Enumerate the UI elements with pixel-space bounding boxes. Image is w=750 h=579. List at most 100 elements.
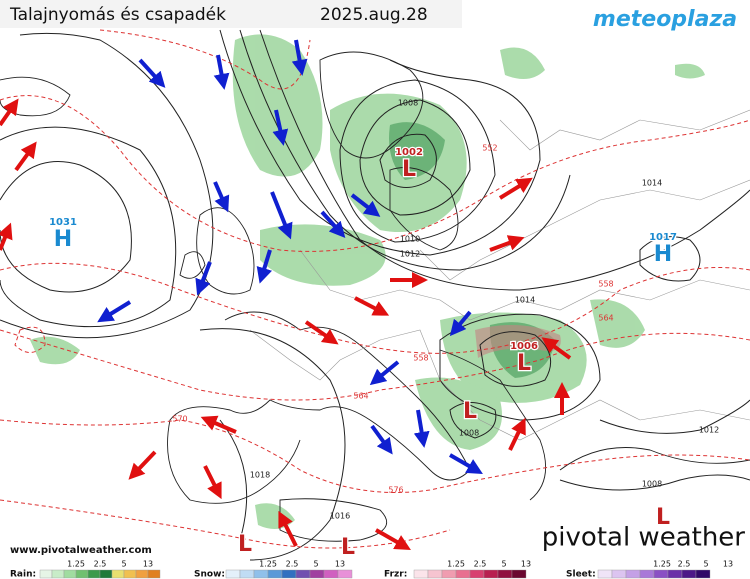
wind-arrow [256, 249, 272, 284]
isobar [219, 29, 541, 256]
rain-area [30, 336, 80, 365]
isobar [239, 29, 571, 271]
swatch [611, 569, 627, 579]
swatch [469, 569, 485, 579]
country-border [419, 179, 750, 281]
legend-name: Sleet: [566, 570, 596, 579]
legend-tick: 13 [143, 560, 153, 569]
wind-arrow [498, 177, 533, 200]
thickness-line [0, 419, 750, 493]
swatch [309, 569, 325, 579]
wind-arrow [278, 510, 298, 547]
swatch [597, 569, 613, 579]
isobar [339, 79, 496, 243]
wind-arrow [320, 210, 346, 238]
isobar-label: 1008 [398, 99, 418, 108]
pressure-center: L [656, 505, 670, 530]
pressure-value: 1002 [395, 147, 423, 158]
pressure-center: L [238, 532, 252, 557]
isobars [0, 29, 750, 561]
rain-area [260, 224, 386, 286]
swatch [253, 569, 269, 579]
thickness-line [0, 262, 750, 354]
rain-area [500, 47, 545, 79]
wind-arrow [449, 310, 472, 337]
coastline [179, 251, 206, 279]
wind-arrow [449, 453, 483, 474]
color-scale [39, 569, 161, 579]
thickness-label: 552 [482, 144, 497, 153]
country-border [249, 329, 750, 441]
swatch [483, 569, 499, 579]
isobar-label: 1014 [515, 296, 535, 305]
thickness-label: 576 [388, 486, 403, 495]
wind-arrow [291, 39, 308, 76]
wind-arrow [354, 296, 390, 316]
wind-arrow [489, 235, 525, 252]
thickness-line [99, 29, 311, 90]
pressure-value: 1006 [510, 341, 538, 352]
wind-arrow [375, 528, 411, 550]
swatch [455, 569, 471, 579]
pressure-center: L [463, 399, 477, 424]
thickness-label: 570 [172, 415, 187, 424]
date: 2025.aug.28 [320, 5, 428, 25]
wind-arrow [413, 409, 430, 448]
wind-arrow [213, 181, 230, 213]
thickness-line [14, 326, 46, 353]
pressure-center: H [54, 227, 72, 252]
swatch [639, 569, 655, 579]
isobar [0, 161, 132, 293]
coastline [319, 51, 424, 159]
swatch [295, 569, 311, 579]
swatch [427, 569, 443, 579]
wind-arrow [97, 300, 132, 323]
isobar [559, 474, 750, 491]
coastline [196, 207, 255, 295]
legend-tick: 2.5 [474, 560, 487, 569]
isobar-label: 1016 [330, 512, 350, 521]
isobar-label: 1014 [642, 179, 662, 188]
swatch [281, 569, 297, 579]
thickness-line [0, 95, 750, 252]
swatch [653, 569, 669, 579]
wind-arrow [272, 109, 289, 146]
swatch [147, 569, 161, 579]
mixed-area [475, 325, 561, 358]
wind-arrow [0, 222, 13, 251]
legend: Rain: 1.25 2.5 5 13 Snow: [10, 560, 733, 579]
thickness-lines [0, 29, 750, 549]
thickness-label: 564 [353, 392, 368, 401]
thickness-label: 558 [413, 354, 428, 363]
legend-tick: 5 [703, 560, 708, 569]
isobar-label: 1012 [699, 426, 719, 435]
pressure-value: 1017 [649, 232, 677, 243]
swatch [695, 569, 711, 579]
pressure-center: L [517, 351, 531, 376]
wind-arrow [369, 360, 400, 386]
thickness-label: 564 [598, 314, 613, 323]
swatch [323, 569, 339, 579]
legend-tick: 1.25 [67, 560, 85, 569]
title: Talajnyomás és csapadék [9, 5, 226, 25]
legend-tick: 2.5 [678, 560, 691, 569]
wind-arrow [203, 465, 222, 500]
coastline [279, 498, 388, 542]
legend-tick: 13 [521, 560, 531, 569]
isobar-label: 1008 [459, 429, 479, 438]
legend-name: Frzr: [384, 570, 407, 579]
color-scale [597, 569, 711, 579]
brand: pivotal weather [542, 523, 745, 553]
swatch [225, 569, 241, 579]
swatch [39, 569, 53, 579]
swatch [511, 569, 527, 579]
wind-arrow [195, 261, 212, 296]
legend-tick: 1.25 [653, 560, 671, 569]
rain-area [675, 63, 705, 79]
swatch [267, 569, 283, 579]
precipitation [30, 34, 705, 529]
